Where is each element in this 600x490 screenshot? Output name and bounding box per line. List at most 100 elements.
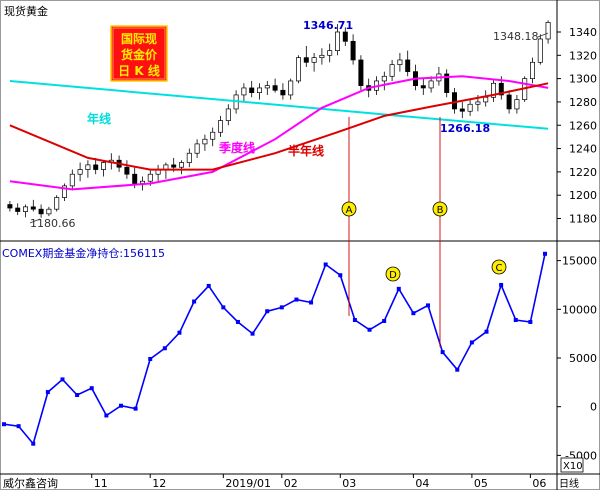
candle-body <box>459 108 465 112</box>
moving-average-line <box>9 80 549 130</box>
net-position-point <box>118 403 123 408</box>
net-position-point <box>455 367 460 372</box>
low-left-leader <box>29 218 41 224</box>
moving-average-line <box>9 82 549 171</box>
net-position-point <box>192 299 197 304</box>
marker-b: B <box>432 201 448 217</box>
moving-average-lines <box>9 75 549 191</box>
candle-body <box>202 138 208 145</box>
candle-body <box>124 166 130 175</box>
price-tick-label: 1320 <box>569 49 597 62</box>
price-y-axis: 1180 1200 1220 1240 1260 1280 1300 1320 1340 <box>557 26 597 226</box>
net-position-point <box>543 251 547 256</box>
candle-body <box>225 108 231 121</box>
net-position-point <box>426 303 431 308</box>
candle-body <box>23 206 28 212</box>
candle-body <box>257 87 262 93</box>
low-left-label: 1180.66 <box>30 217 76 230</box>
candle-body <box>288 80 294 96</box>
price-tick-label: 1240 <box>569 143 597 156</box>
candle-body <box>69 173 75 187</box>
net-position-point <box>177 330 182 335</box>
candle-body <box>420 85 426 89</box>
candle-body <box>15 207 21 212</box>
net-position-point <box>89 386 94 391</box>
candle-body <box>498 82 504 96</box>
candle-body <box>381 75 387 82</box>
candle-body <box>350 40 356 61</box>
candle-body <box>342 31 348 42</box>
net-position-point <box>133 406 138 411</box>
net-position-series <box>2 251 547 446</box>
candle-body <box>218 120 223 133</box>
x-tick-label: 12 <box>152 477 166 490</box>
net-position-point <box>104 413 109 418</box>
candle-body <box>179 162 184 168</box>
net-position-point <box>309 300 314 305</box>
candle-body <box>428 80 434 89</box>
candle-body <box>506 94 512 110</box>
net-position-point <box>396 286 401 291</box>
net-position-point <box>279 305 284 310</box>
date-x-axis: 11 12 2019/01 02 03 04 05 06 <box>91 474 546 490</box>
net-position-point <box>499 282 504 287</box>
net-position-point <box>338 273 343 278</box>
price-tick-label: 1260 <box>569 119 597 132</box>
candlestick-series <box>7 20 551 218</box>
price-tick-label: 1340 <box>569 26 597 39</box>
price-tick-label: 1180 <box>569 213 597 226</box>
candle-body <box>319 54 325 58</box>
net-position-point <box>206 283 211 288</box>
net-position-point <box>382 318 387 323</box>
candle-body <box>452 92 457 110</box>
net-position-point <box>45 390 50 395</box>
net-position-point <box>162 346 167 351</box>
candle-body <box>537 38 543 63</box>
net-position-point <box>221 305 226 310</box>
zoom-box[interactable] <box>560 457 584 473</box>
candle-body <box>46 208 52 215</box>
x-tick-label: 06 <box>532 477 546 490</box>
candle-body <box>296 57 301 82</box>
last-price-leader <box>537 32 549 38</box>
position-tick-label: 15000 <box>562 255 597 268</box>
price-chart-title: 现货黄金 <box>4 4 48 18</box>
candle-body <box>303 57 309 63</box>
marker-d: D <box>385 266 401 282</box>
net-position-point <box>31 441 36 446</box>
high-price-label: 1346.71 <box>303 19 353 32</box>
candle-body <box>444 73 450 93</box>
candle-body <box>358 59 364 86</box>
net-position-point <box>75 393 80 398</box>
net-position-point <box>352 318 357 323</box>
marker-a: A <box>341 201 357 217</box>
half-year-line-label: 半年线 <box>288 143 324 158</box>
candle-body <box>7 204 13 209</box>
candle-body <box>171 164 177 168</box>
position-tick-label: 5000 <box>569 352 597 365</box>
candle-body <box>249 87 255 93</box>
position-tick-label: 10000 <box>562 303 597 316</box>
candle-body <box>405 59 411 72</box>
candle-body <box>483 96 489 103</box>
net-position-point <box>440 350 445 355</box>
x-tick-label: 03 <box>342 477 356 490</box>
net-position-point <box>2 422 6 427</box>
candle-body <box>545 22 551 40</box>
marker-c: C <box>491 259 507 275</box>
marker-a-label: A <box>346 205 353 216</box>
candle-body <box>147 173 153 182</box>
candle-body <box>85 164 91 170</box>
price-tick-label: 1220 <box>569 166 597 179</box>
candle-body <box>132 173 138 184</box>
candle-body <box>475 101 481 105</box>
year-line-label: 年线 <box>87 111 111 126</box>
candle-body <box>93 164 99 170</box>
price-tick-label: 1200 <box>569 189 597 202</box>
moving-average-line <box>9 75 549 191</box>
logo-line-3: 日 K 线 <box>118 63 160 78</box>
position-tick-label: 0 <box>590 401 597 414</box>
net-position-point <box>294 297 299 302</box>
